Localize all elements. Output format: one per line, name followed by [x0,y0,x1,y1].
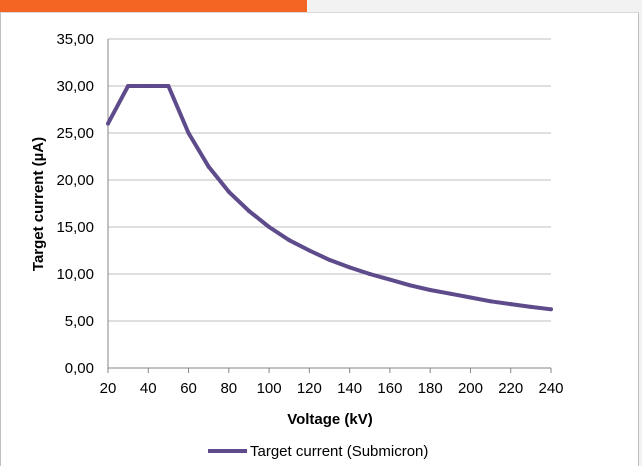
y-tick-label: 35,00 [56,31,94,48]
data-point [146,84,151,88]
data-point [226,189,231,194]
x-tick-label: 100 [257,380,282,397]
chart-frame [0,12,639,466]
y-tick-label: 15,00 [56,219,94,236]
data-point [186,131,191,135]
x-tick-label: 160 [377,380,402,397]
data-point [166,84,171,88]
y-tick-labels: 0,00 5,00 10,00 15,00 20,00 25,00 30,00 35,00 [56,31,94,377]
y-tick-label: 5,00 [65,313,94,330]
data-point [327,257,332,262]
x-tick-label: 140 [337,380,362,397]
y-axis-title: Target current (µA) [30,137,47,271]
x-tick-label: 180 [418,380,443,397]
legend-label: Target current (Submicron) [250,443,428,460]
x-tick-label: 220 [498,380,523,397]
data-point [307,248,312,253]
data-point [508,302,513,307]
y-tick-label: 20,00 [56,172,94,189]
x-axis-title: Voltage (kV) [287,411,373,428]
gridlines [108,38,551,322]
x-tick-label: 60 [180,380,197,397]
data-point [287,238,292,243]
legend: Target current (Submicron) [208,443,428,460]
x-tick-labels: 20 40 60 80 100 120 140 160 180 200 220 240 [100,380,564,397]
series-line [106,84,552,312]
axes [107,39,552,373]
data-point [428,287,433,292]
y-tick-label: 25,00 [56,125,94,142]
data-point [367,272,372,276]
data-point [387,277,392,282]
x-tick-label: 200 [458,380,483,397]
data-point [488,299,493,304]
x-tick-label: 20 [100,380,117,397]
x-tick-label: 240 [538,380,563,397]
data-point [347,265,352,270]
series-lines [106,84,553,312]
data-point [206,164,211,169]
data-point [267,225,272,229]
x-tick-label: 80 [220,380,237,397]
x-tick-label: 120 [297,380,322,397]
data-point [246,209,251,214]
y-tick-label: 30,00 [56,78,94,95]
data-point [106,121,110,126]
data-point [528,304,533,309]
data-point [448,291,453,296]
data-point [468,295,473,300]
x-tick-label: 40 [140,380,157,397]
data-point [408,283,413,288]
y-tick-label: 0,00 [65,360,94,377]
data-point [549,307,553,312]
data-point [126,84,131,88]
y-tick-label: 10,00 [56,266,94,283]
